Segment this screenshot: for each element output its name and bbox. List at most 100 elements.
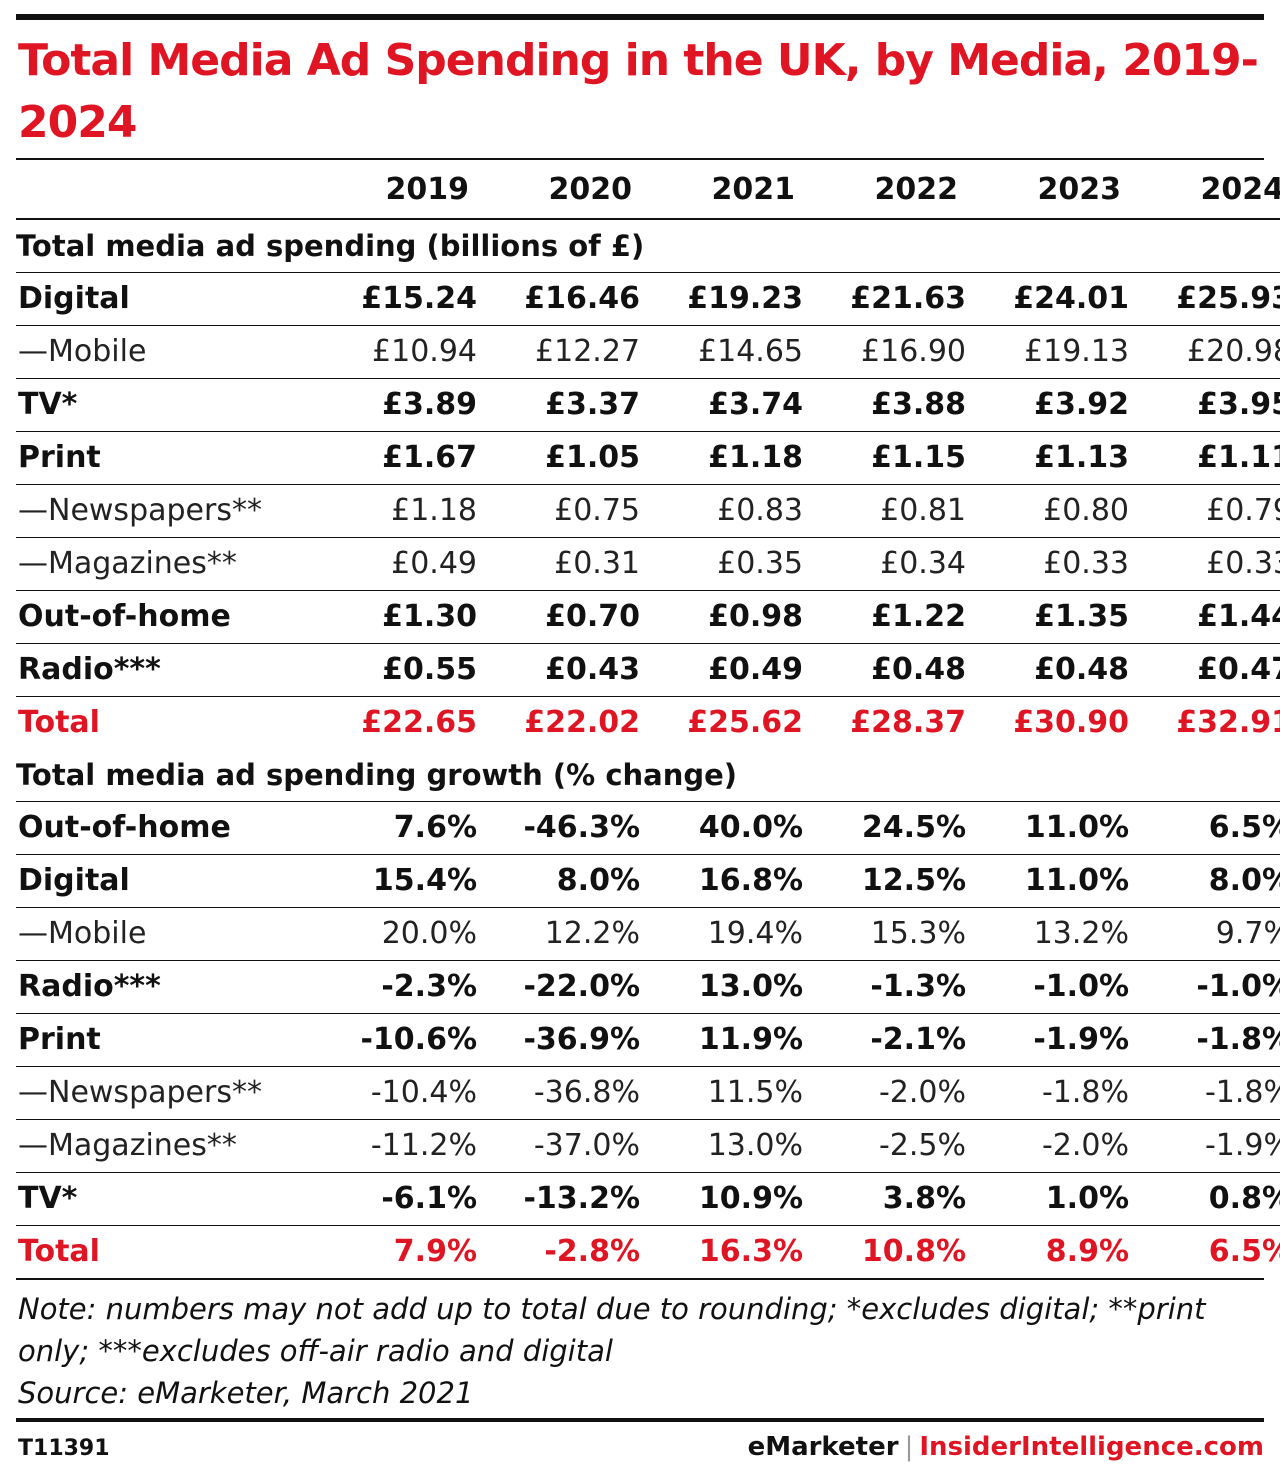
cell-2021: 13.0%	[642, 1119, 805, 1173]
cell-2022: £0.81	[805, 484, 968, 538]
cell-2024: 8.0%	[1131, 854, 1280, 908]
cell-2023: £0.33	[968, 537, 1131, 591]
cell-2019: £15.24	[316, 272, 479, 326]
cell-2022: -2.5%	[805, 1119, 968, 1173]
column-header-2024: 2024	[1131, 162, 1280, 220]
cell-2022: -1.3%	[805, 960, 968, 1014]
cell-2021: £19.23	[642, 272, 805, 326]
cell-2021: 13.0%	[642, 960, 805, 1014]
note-text: Note: numbers may not add up to total du…	[18, 1292, 1206, 1368]
cell-2024: £1.44	[1131, 590, 1280, 644]
cell-2023: -1.8%	[968, 1066, 1131, 1120]
cell-2022: 24.5%	[805, 801, 968, 855]
cell-2020: 12.2%	[479, 907, 642, 961]
cell-2022: £0.48	[805, 643, 968, 697]
cell-2020: 8.0%	[479, 854, 642, 908]
cell-2019: -2.3%	[316, 960, 479, 1014]
cell-2019: -6.1%	[316, 1172, 479, 1226]
cell-2023: £0.48	[968, 643, 1131, 697]
cell-2023: 13.2%	[968, 907, 1131, 961]
row-label: —Newspapers**	[16, 1066, 316, 1120]
cell-2023: -1.0%	[968, 960, 1131, 1014]
row-label: Out-of-home	[16, 590, 316, 644]
cell-2019: £3.89	[316, 378, 479, 432]
cell-2019: £1.18	[316, 484, 479, 538]
cell-2021: 40.0%	[642, 801, 805, 855]
cell-2024: -1.9%	[1131, 1119, 1280, 1173]
data-table: 2019 2020 2021 2022 2023 2024 Total media ad …	[16, 162, 1280, 1278]
cell-2024: £25.93	[1131, 272, 1280, 326]
row-label: Print	[16, 1013, 316, 1067]
top-rule	[16, 14, 1264, 20]
cell-2023: -2.0%	[968, 1119, 1131, 1173]
brand: eMarketer | InsiderIntelligence.com	[748, 1432, 1264, 1462]
cell-2020: £0.43	[479, 643, 642, 697]
title-rule	[16, 158, 1264, 160]
table-row: Digital £15.24 £16.46 £19.23 £21.63 £24.01 £25…	[16, 272, 1280, 326]
row-label: Total	[16, 1225, 316, 1278]
cell-2021: 10.9%	[642, 1172, 805, 1226]
cell-2020: -2.8%	[479, 1225, 642, 1278]
cell-2021: £0.98	[642, 590, 805, 644]
cell-2023: £24.01	[968, 272, 1131, 326]
cell-2021: £1.18	[642, 431, 805, 485]
cell-2020: £12.27	[479, 325, 642, 379]
cell-2020: £3.37	[479, 378, 642, 432]
cell-2022: 3.8%	[805, 1172, 968, 1226]
cell-2021: £0.49	[642, 643, 805, 697]
cell-2019: -10.6%	[316, 1013, 479, 1067]
cell-2024: -1.8%	[1131, 1066, 1280, 1120]
cell-2020: £1.05	[479, 431, 642, 485]
cell-2024: 6.5%	[1131, 801, 1280, 855]
brand-insider-intelligence: InsiderIntelligence.com	[919, 1432, 1264, 1462]
cell-2021: 11.9%	[642, 1013, 805, 1067]
cell-2020: £0.70	[479, 590, 642, 644]
table-row: Radio***-2.3%-22.0%13.0%-1.3%-1.0%-1.0%	[16, 960, 1280, 1014]
cell-2020: -36.8%	[479, 1066, 642, 1120]
cell-2022: £16.90	[805, 325, 968, 379]
chart-title: Total Media Ad Spending in the UK, by Me…	[18, 35, 1259, 148]
cell-2020: £22.02	[479, 696, 642, 749]
header-label-spacer	[16, 162, 316, 220]
header-row: 2019 2020 2021 2022 2023 2024	[16, 162, 1280, 220]
brand-emarketer: eMarketer	[747, 1432, 899, 1462]
cell-2019: 7.6%	[316, 801, 479, 855]
table-row: TV*£3.89£3.37£3.74£3.88£3.92£3.95	[16, 378, 1280, 432]
cell-2021: £25.62	[642, 696, 805, 749]
cell-2019: £1.30	[316, 590, 479, 644]
cell-2021: 19.4%	[642, 907, 805, 961]
row-label: Digital	[16, 854, 316, 908]
table-row: —Newspapers** £1.18 £0.75 £0.83 £0.81 £0.80 £0…	[16, 484, 1280, 538]
cell-2021: £0.35	[642, 537, 805, 591]
section-heading-row: Total media ad spending growth (% change…	[16, 749, 1280, 802]
cell-2022: -2.1%	[805, 1013, 968, 1067]
brand-separator: |	[904, 1432, 914, 1462]
table-row: —Magazines** -11.2% -37.0% 13.0% -2.5% -2.0% -…	[16, 1119, 1280, 1173]
cell-2021: 16.3%	[642, 1225, 805, 1278]
cell-2022: £0.34	[805, 537, 968, 591]
column-header-2020: 2020	[479, 162, 642, 220]
cell-2024: £3.95	[1131, 378, 1280, 432]
cell-2019: £22.65	[316, 696, 479, 749]
chart-code: T11391	[18, 1436, 110, 1461]
cell-2023: £3.92	[968, 378, 1131, 432]
row-label: TV*	[16, 1172, 316, 1226]
cell-2023: £30.90	[968, 696, 1131, 749]
bottom-rule	[16, 1278, 1264, 1280]
cell-2024: £20.98	[1131, 325, 1280, 379]
cell-2019: -10.4%	[316, 1066, 479, 1120]
cell-2021: £3.74	[642, 378, 805, 432]
row-label: Digital	[16, 272, 316, 326]
row-label: Radio***	[16, 643, 316, 697]
section-heading: Total media ad spending (billions of £)	[16, 229, 645, 263]
cell-2022: 15.3%	[805, 907, 968, 961]
cell-2024: 6.5%	[1131, 1225, 1280, 1278]
section-heading: Total media ad spending growth (% change…	[16, 758, 738, 792]
cell-2023: 8.9%	[968, 1225, 1131, 1278]
cell-2021: £14.65	[642, 325, 805, 379]
cell-2022: 10.8%	[805, 1225, 968, 1278]
column-header-2022: 2022	[805, 162, 968, 220]
cell-2019: £10.94	[316, 325, 479, 379]
cell-2024: 9.7%	[1131, 907, 1280, 961]
